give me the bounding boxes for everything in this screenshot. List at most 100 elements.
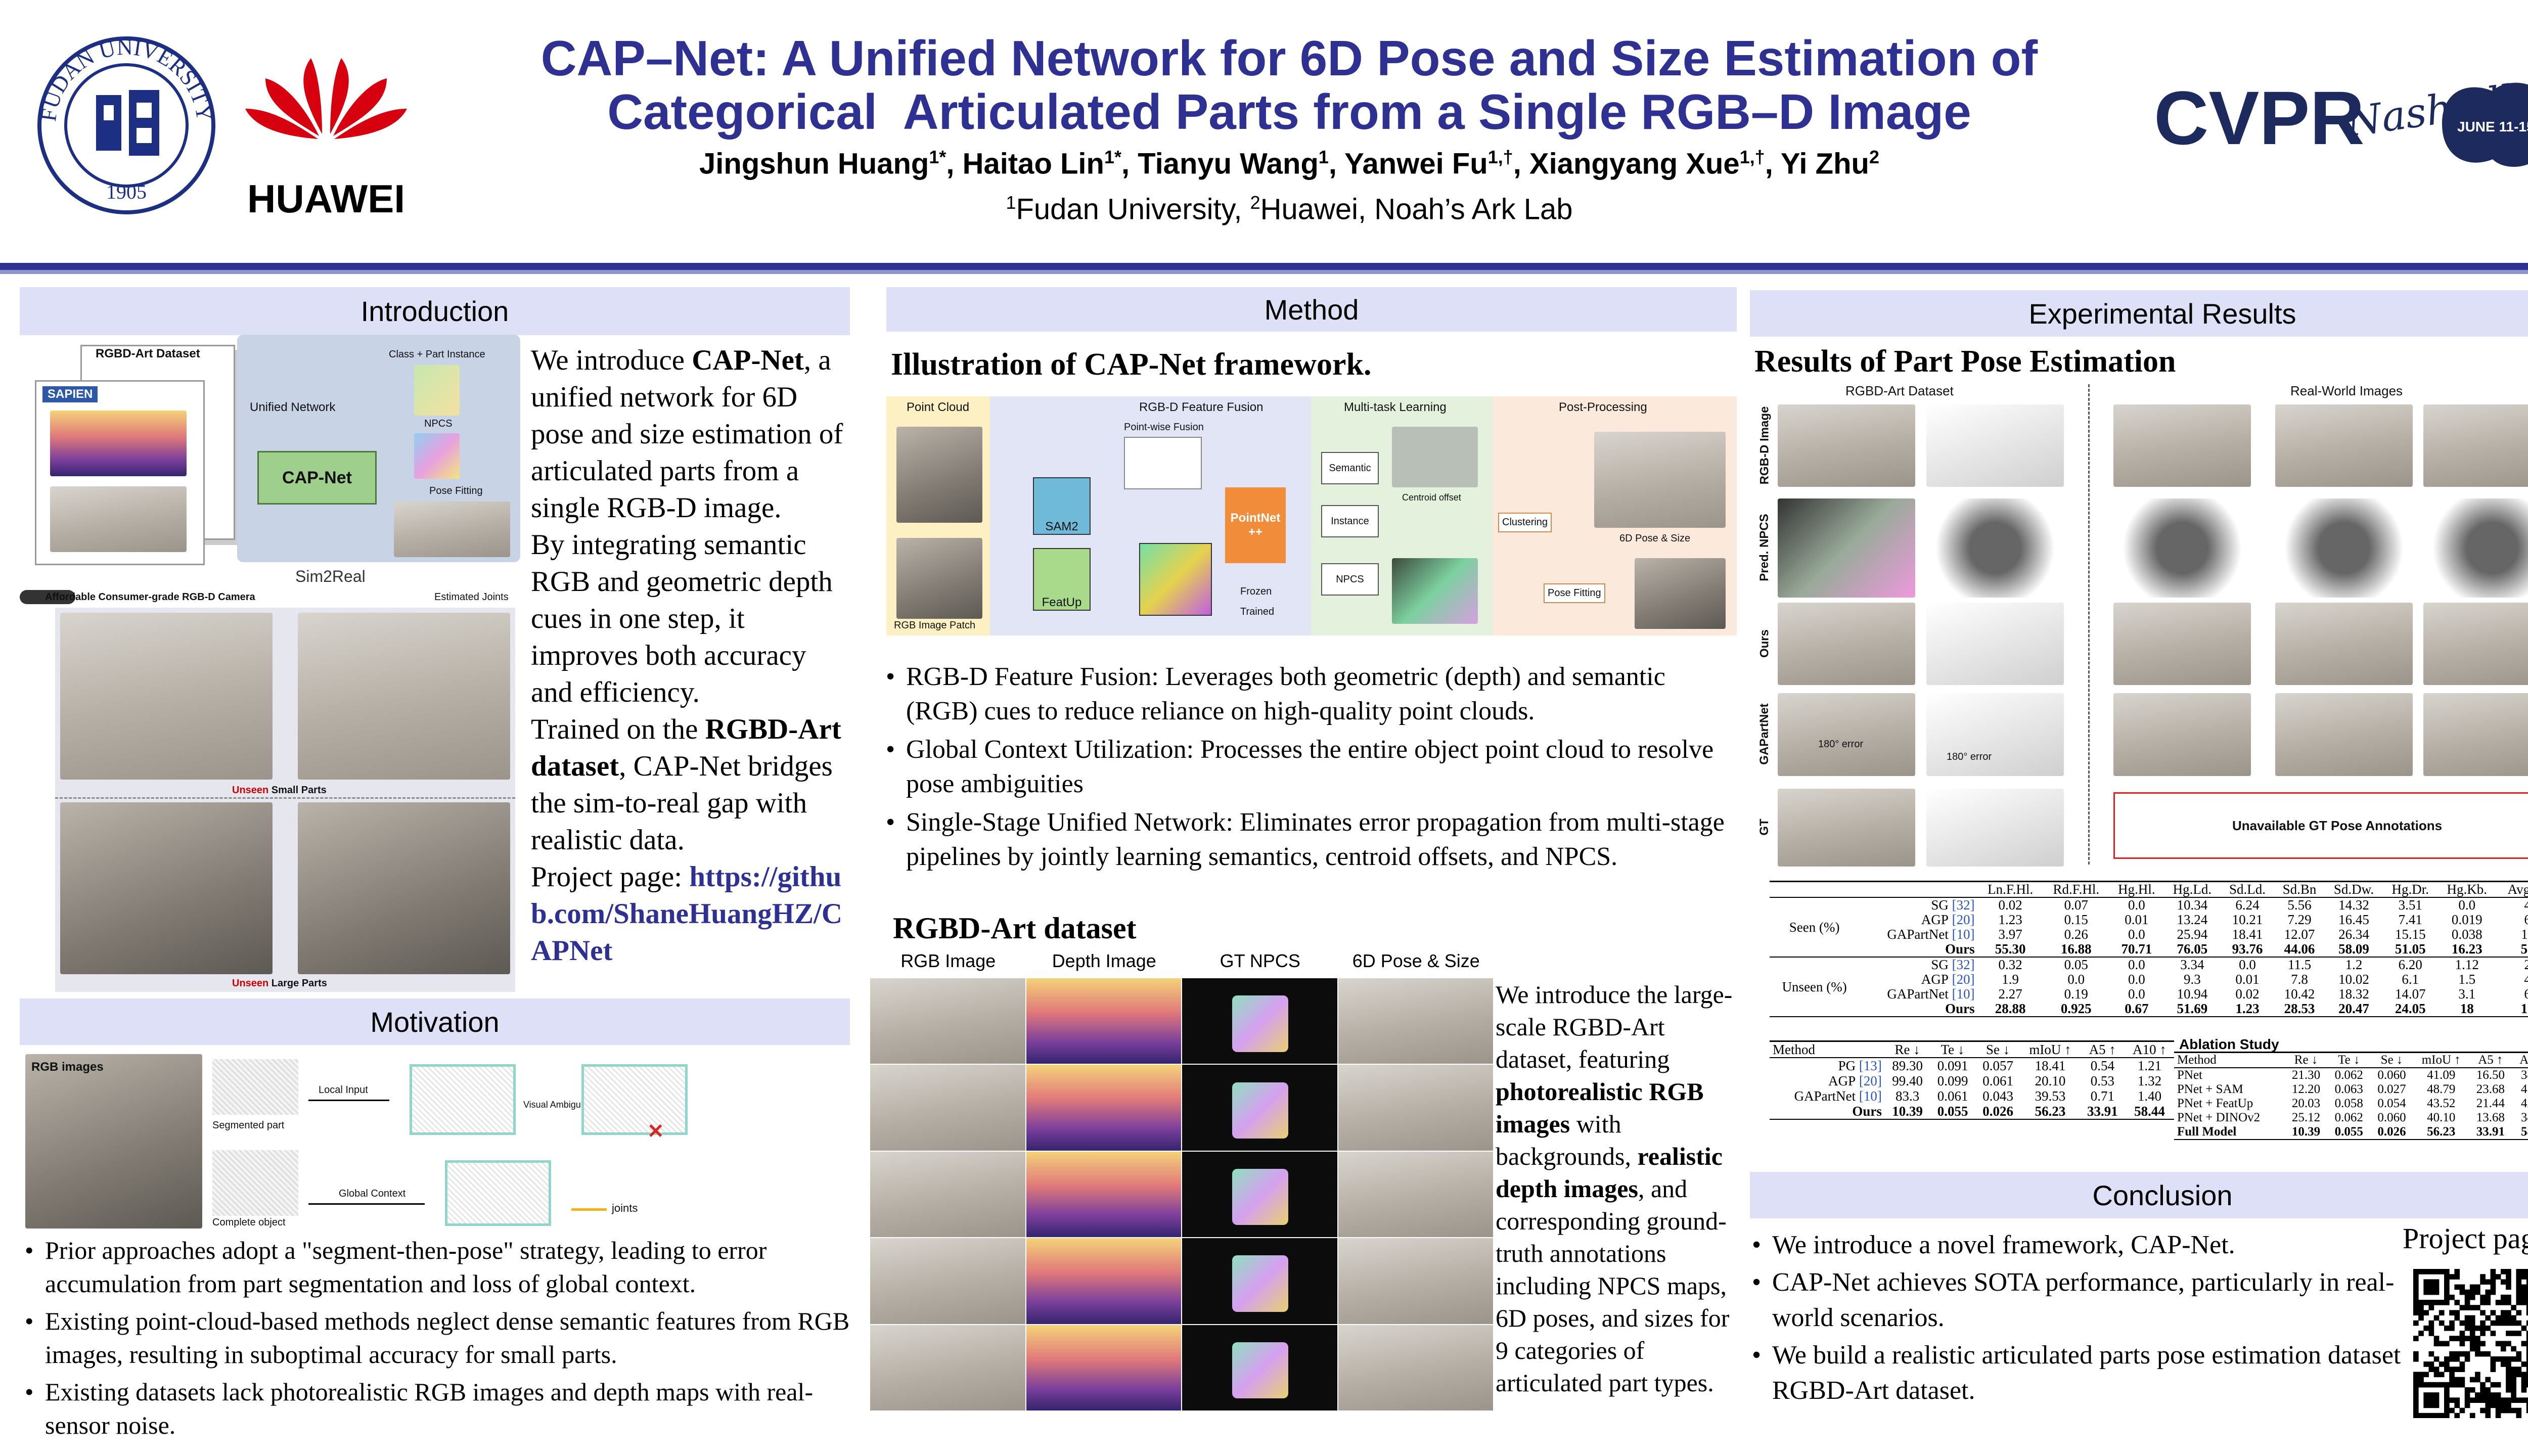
qr-module — [2526, 1269, 2528, 1275]
table-cell: Ours — [1859, 1002, 1977, 1017]
qr-module — [2454, 1300, 2460, 1305]
table-cell: Full Model — [2177, 1125, 2237, 1139]
table-cell: 33.91 — [2087, 1104, 2118, 1119]
qr-module — [2500, 1356, 2506, 1362]
qr-module — [2506, 1310, 2511, 1316]
table-cell: 6.22 — [2524, 912, 2528, 927]
qr-module — [2423, 1284, 2429, 1290]
table-cell: 0.062 — [2334, 1111, 2363, 1124]
table-cell: 41.09 — [2427, 1068, 2456, 1082]
table-cell: 6.24 — [2235, 897, 2260, 913]
qr-module — [2433, 1336, 2440, 1341]
affiliation-name: Fudan University — [1016, 193, 1234, 226]
qr-module — [2495, 1402, 2501, 1408]
qr-code[interactable] — [2413, 1269, 2528, 1418]
image — [1926, 603, 2064, 685]
table-cell: 43.52 — [2427, 1097, 2456, 1110]
qr-module — [2521, 1372, 2527, 1378]
qr-module — [2495, 1397, 2501, 1403]
table-cell: 13.24 — [2177, 912, 2208, 927]
table-cell: 3.51 — [2398, 897, 2422, 913]
image — [1926, 693, 2064, 776]
image — [414, 365, 460, 416]
qr-module — [2480, 1325, 2486, 1331]
table-cell: 89.30 — [1892, 1058, 1923, 1073]
camera — [20, 590, 75, 604]
bullet: Single-Stage Unified Network: Eliminates… — [884, 805, 1738, 874]
table-cell: 1.23 — [1998, 912, 2022, 927]
table-cell: 4.44 — [2524, 897, 2528, 913]
section-header: Experimental Results — [1750, 290, 2528, 337]
table-cell: 0.07 — [2064, 897, 2088, 913]
qr-module — [2464, 1294, 2470, 1300]
author-mark: 1* — [1104, 147, 1121, 167]
project-link[interactable]: https://github.com/ShaneHuangHZ/CAPNet — [531, 861, 843, 967]
table-row: PNet + SAM 12.20 0.063 0.027 48.79 23.68 47.90 — [2174, 1082, 2528, 1097]
author-mark: 1* — [929, 147, 946, 167]
qr-module — [2454, 1397, 2460, 1403]
method-name: AGP — [1921, 912, 1949, 927]
image — [1182, 1238, 1337, 1324]
table-row: Ours 10.39 0.055 0.026 56.23 33.91 58.44 — [1770, 1104, 2174, 1119]
qr-module — [2485, 1387, 2491, 1393]
separator: , — [1328, 147, 1345, 180]
qr-module — [2490, 1320, 2496, 1326]
qr-module — [2413, 1382, 2419, 1388]
qr-module — [2506, 1387, 2511, 1393]
fudan-year: 1905 — [106, 180, 147, 203]
g — [245, 58, 407, 139]
method-name: AGP — [1828, 1073, 1856, 1088]
qr-module — [2526, 1402, 2528, 1408]
label: Centroid offset — [1402, 492, 1461, 503]
qr-module — [2423, 1269, 2429, 1275]
qr-module — [2511, 1305, 2516, 1310]
qr-module — [2418, 1269, 2424, 1275]
head: Semantic — [1321, 452, 1379, 484]
qr-module — [2413, 1392, 2419, 1398]
image — [2113, 404, 2251, 487]
qr-module — [2516, 1274, 2522, 1280]
image — [1635, 558, 1726, 629]
title-line: CAP–Net: A Unified Network for 6D Pose a… — [540, 30, 2038, 86]
table-cell: Ours — [1859, 942, 1977, 957]
qr-module — [2480, 1392, 2486, 1398]
column-label: GT NPCS — [1220, 950, 1300, 971]
qr-module — [2521, 1325, 2527, 1331]
table-cell: Unseen (%) — [1782, 979, 1847, 994]
qr-module — [2418, 1315, 2424, 1321]
qr-module — [2480, 1397, 2486, 1403]
qr-module — [2469, 1331, 2475, 1336]
qr-module — [2413, 1279, 2419, 1285]
qr-module — [2444, 1274, 2450, 1280]
table-cell: Hg.Dr. — [2391, 882, 2429, 897]
qr-module — [2526, 1336, 2528, 1341]
method-name: SG — [1931, 957, 1949, 972]
qr-module — [2449, 1351, 2455, 1357]
header-row: Ln.F.Hl. Rd.F.Hl. Hg.Hl. Hg.Ld. Sd.Ld. Sd.Bn S… — [1770, 881, 2528, 897]
image — [1338, 1238, 1493, 1324]
table-cell: 19.38 — [2520, 1001, 2528, 1016]
qr-module — [2480, 1279, 2486, 1285]
qr-module — [2449, 1397, 2455, 1403]
qr-module — [2459, 1331, 2465, 1336]
paragraph: Trained on the RGBD-Art dataset, CAP-Net… — [531, 711, 854, 858]
table-cell: 16.88 — [2060, 941, 2092, 957]
table-cell: GAPartNet [10] — [1859, 987, 1977, 1002]
image — [896, 538, 982, 619]
qr-module — [2464, 1351, 2470, 1357]
qr-module — [2500, 1320, 2506, 1326]
qr-module — [2500, 1346, 2506, 1352]
qr-module — [2423, 1413, 2429, 1418]
table-cell: 0.0 — [2128, 897, 2145, 913]
table-cell: 11.35 — [2521, 927, 2528, 942]
table-cell: PNet — [2177, 1068, 2202, 1082]
qr-module — [2506, 1300, 2511, 1305]
table-cell: Method — [1773, 1042, 1815, 1057]
table-cell: 1.5 — [2458, 972, 2476, 987]
results-table: Method Re ↓ Te ↓ Se ↓ mIoU ↑ A5 ↑ A10 ↑ PG [13]… — [1770, 1040, 2174, 1120]
image — [1778, 404, 1915, 487]
table-cell: 6.20 — [2398, 957, 2422, 972]
qr-module — [2454, 1367, 2460, 1372]
qr-module — [2480, 1351, 2486, 1357]
